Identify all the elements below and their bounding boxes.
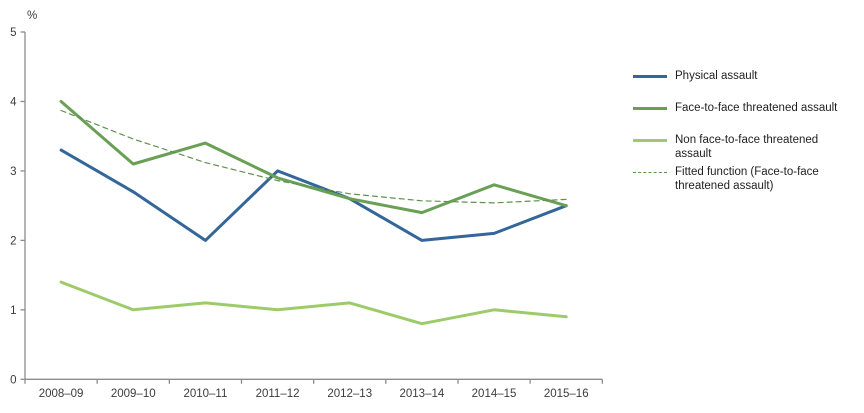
x-tick-label: 2014–15 <box>472 388 517 400</box>
y-tick-label: 3 <box>10 166 16 178</box>
y-tick-label: 1 <box>10 305 16 317</box>
y-tick-label: 4 <box>10 96 17 108</box>
legend-item-physical-assault: Physical assault <box>633 69 757 83</box>
series-line-non-face-to-face-threatened-assault <box>59 280 568 326</box>
x-tick-label: 2015–16 <box>544 388 589 400</box>
legend-swatch-face-to-face-threatened-assault <box>633 107 667 110</box>
legend-swatch-physical-assault <box>633 75 667 78</box>
legend-item-face-to-face-threatened-assault: Face-to-face threatened assault <box>633 101 837 115</box>
x-tick-label: 2009–10 <box>111 388 156 400</box>
series-line-face-to-face-threatened-assault <box>59 100 568 215</box>
x-tick-label: 2013–14 <box>400 388 445 400</box>
legend-item-fitted-function: Fitted function (Face-to-face threatened… <box>633 165 843 193</box>
series-line-physical-assault <box>59 148 568 242</box>
legend-label: Non face-to-face threatened assault <box>675 134 819 160</box>
legend-swatch-fitted-function <box>633 172 667 173</box>
y-tick-label: 0 <box>10 374 16 386</box>
legend-label: Fitted function (Face-to-face threatened… <box>675 166 819 192</box>
legend-item-non-face-to-face-threatened-assault: Non face-to-face threatened assault <box>633 133 843 161</box>
legend-swatch-non-face-to-face-threatened-assault <box>633 139 667 142</box>
y-tick-label: 2 <box>10 235 16 247</box>
x-tick-label: 2008–09 <box>39 388 84 400</box>
legend-label: Face-to-face threatened assault <box>675 102 838 114</box>
y-tick-label: 5 <box>10 27 16 39</box>
series-line-fitted-function-face-to-face-threatened-assault <box>60 109 567 204</box>
legend-label: Physical assault <box>675 70 758 82</box>
x-tick-label: 2011–12 <box>256 388 300 400</box>
x-tick-label: 2012–13 <box>327 388 372 400</box>
x-tick-label: 2010–11 <box>183 388 227 400</box>
y-axis-unit-label: % <box>27 10 37 22</box>
